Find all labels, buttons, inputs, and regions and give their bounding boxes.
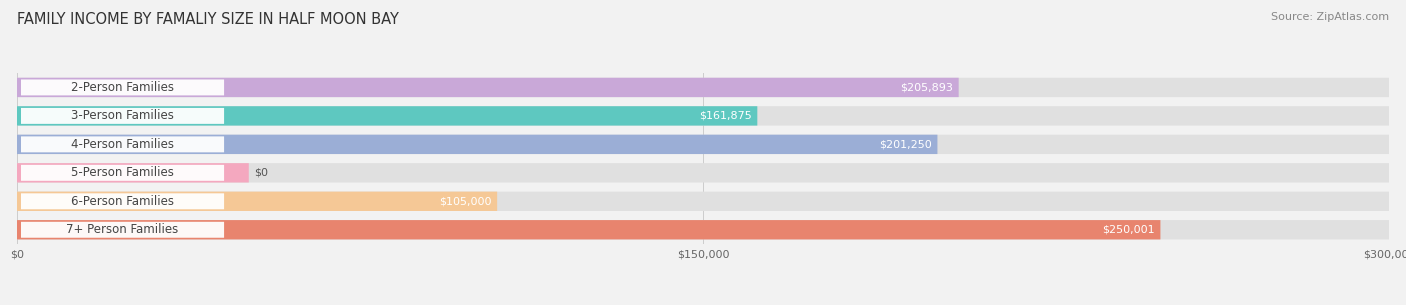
FancyBboxPatch shape <box>17 78 1389 97</box>
FancyBboxPatch shape <box>17 163 249 182</box>
Text: 7+ Person Families: 7+ Person Families <box>66 223 179 236</box>
FancyBboxPatch shape <box>21 222 224 238</box>
Text: Source: ZipAtlas.com: Source: ZipAtlas.com <box>1271 12 1389 22</box>
Text: FAMILY INCOME BY FAMALIY SIZE IN HALF MOON BAY: FAMILY INCOME BY FAMALIY SIZE IN HALF MO… <box>17 12 399 27</box>
Text: 4-Person Families: 4-Person Families <box>72 138 174 151</box>
Text: 2-Person Families: 2-Person Families <box>72 81 174 94</box>
FancyBboxPatch shape <box>17 106 758 126</box>
FancyBboxPatch shape <box>17 192 498 211</box>
FancyBboxPatch shape <box>17 135 1389 154</box>
FancyBboxPatch shape <box>21 193 224 209</box>
FancyBboxPatch shape <box>17 192 1389 211</box>
Text: 6-Person Families: 6-Person Families <box>72 195 174 208</box>
FancyBboxPatch shape <box>21 136 224 152</box>
FancyBboxPatch shape <box>21 80 224 95</box>
FancyBboxPatch shape <box>17 135 938 154</box>
Text: $0: $0 <box>254 168 269 178</box>
Text: 5-Person Families: 5-Person Families <box>72 166 174 179</box>
Text: $201,250: $201,250 <box>879 139 932 149</box>
Text: $205,893: $205,893 <box>900 82 953 92</box>
Text: $161,875: $161,875 <box>699 111 752 121</box>
FancyBboxPatch shape <box>17 106 1389 126</box>
FancyBboxPatch shape <box>17 163 1389 182</box>
FancyBboxPatch shape <box>17 78 959 97</box>
FancyBboxPatch shape <box>17 220 1160 239</box>
Text: $250,001: $250,001 <box>1102 225 1154 235</box>
Text: 3-Person Families: 3-Person Families <box>72 109 174 122</box>
Text: $105,000: $105,000 <box>439 196 492 206</box>
FancyBboxPatch shape <box>21 165 224 181</box>
FancyBboxPatch shape <box>21 108 224 124</box>
FancyBboxPatch shape <box>17 220 1389 239</box>
